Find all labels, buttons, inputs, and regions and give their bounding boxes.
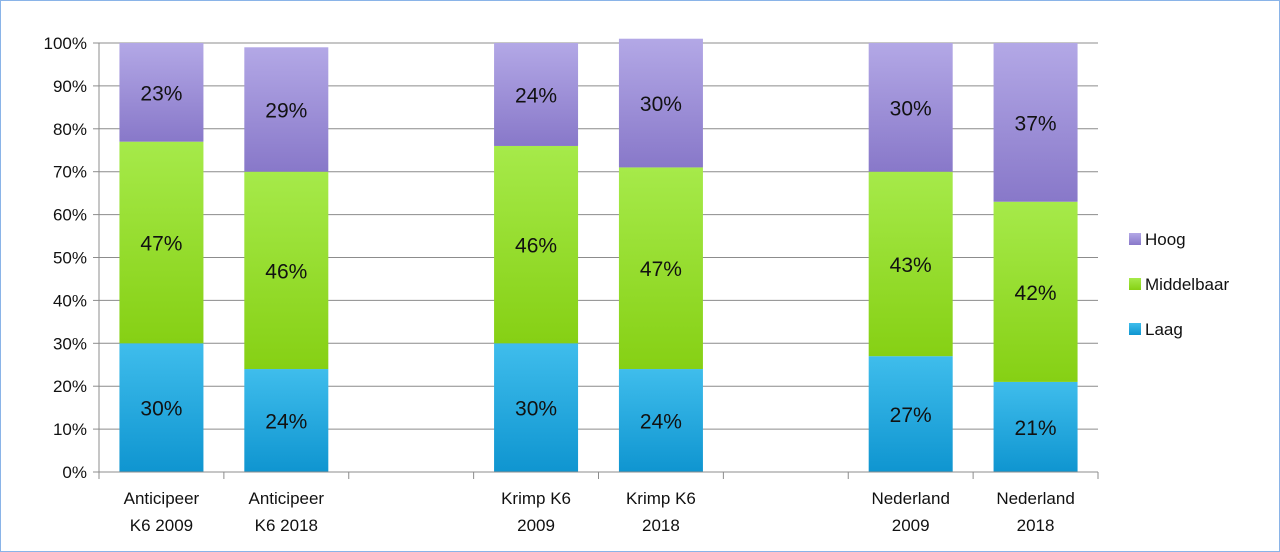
legend-swatch-laag xyxy=(1129,323,1141,335)
bar-segment-laag xyxy=(244,369,329,472)
x-category-label: Nederland xyxy=(996,489,1074,508)
data-label: 43% xyxy=(890,254,932,277)
x-category-label: Nederland xyxy=(871,489,949,508)
data-label: 46% xyxy=(265,260,307,283)
bar-segment-hoog xyxy=(494,43,579,146)
data-label: 30% xyxy=(515,398,557,421)
bar-segment-middelbaar xyxy=(494,145,579,344)
x-category-label: 2009 xyxy=(892,516,930,535)
y-tick-label: 30% xyxy=(53,334,87,353)
data-label: 30% xyxy=(890,97,932,120)
bar-segment-hoog xyxy=(119,43,204,142)
y-tick-label: 50% xyxy=(53,249,87,268)
data-label: 21% xyxy=(1015,417,1057,440)
bar-segment-middelbaar xyxy=(618,167,703,370)
data-label: 24% xyxy=(265,411,307,434)
bar-segment-laag xyxy=(494,343,579,472)
data-label: 37% xyxy=(1015,112,1057,135)
x-category-label: K6 2018 xyxy=(255,516,318,535)
bar-segment-laag xyxy=(993,381,1078,472)
legend-label-middelbaar: Middelbaar xyxy=(1145,275,1229,294)
y-tick-label: 0% xyxy=(62,463,87,482)
data-label: 46% xyxy=(515,235,557,258)
y-tick-label: 40% xyxy=(53,291,87,310)
bar-segment-middelbaar xyxy=(119,141,204,344)
x-category-label: Anticipeer xyxy=(124,489,200,508)
y-tick-label: 10% xyxy=(53,420,87,439)
legend-label-hoog: Hoog xyxy=(1145,230,1186,249)
legend-swatch-middelbaar xyxy=(1129,278,1141,290)
bar-segment-laag xyxy=(119,343,204,472)
y-tick-label: 100% xyxy=(44,34,87,53)
data-labels: 30% 47% 23% 24% 46% 29% 30% 46% 24% 24% 47% 30% 27% 4… xyxy=(140,82,1056,440)
y-tick-label: 20% xyxy=(53,377,87,396)
data-label: 47% xyxy=(140,232,182,255)
bar-segment-hoog xyxy=(244,47,329,172)
y-tick-label: 60% xyxy=(53,206,87,225)
x-category-label: Krimp K6 xyxy=(501,489,571,508)
data-label: 42% xyxy=(1015,282,1057,305)
x-category-label: 2009 xyxy=(517,516,555,535)
bar-segment-hoog xyxy=(618,38,703,168)
x-category-label: Anticipeer xyxy=(249,489,325,508)
data-label: 47% xyxy=(640,258,682,281)
data-label: 23% xyxy=(140,82,182,105)
x-category-label: 2018 xyxy=(1017,516,1055,535)
data-label: 27% xyxy=(890,404,932,427)
legend-swatch-hoog xyxy=(1129,233,1141,245)
x-category-label: Krimp K6 xyxy=(626,489,696,508)
x-category-label: 2018 xyxy=(642,516,680,535)
data-label: 30% xyxy=(140,398,182,421)
bars xyxy=(119,38,1078,472)
legend-label-laag: Laag xyxy=(1145,320,1183,339)
data-label: 24% xyxy=(515,84,557,107)
y-tick-label: 90% xyxy=(53,77,87,96)
bar-segment-hoog xyxy=(993,43,1078,202)
data-label: 29% xyxy=(265,99,307,122)
bar-segment-middelbaar xyxy=(868,171,953,357)
axes: 0% 10% 20% 30% 40% 50% 60% 70% 80% 90% 100% Anticip… xyxy=(44,34,1099,535)
bar-segment-laag xyxy=(868,356,953,472)
legend: Hoog Middelbaar Laag xyxy=(1129,230,1229,339)
y-tick-label: 70% xyxy=(53,163,87,182)
bar-segment-middelbaar xyxy=(993,201,1078,382)
y-tick-label: 80% xyxy=(53,120,87,139)
data-label: 24% xyxy=(640,411,682,434)
bar-segment-middelbaar xyxy=(244,171,329,370)
x-category-label: K6 2009 xyxy=(130,516,193,535)
bar-segment-hoog xyxy=(868,43,953,172)
bar-segment-laag xyxy=(618,369,703,472)
data-label: 30% xyxy=(640,93,682,116)
